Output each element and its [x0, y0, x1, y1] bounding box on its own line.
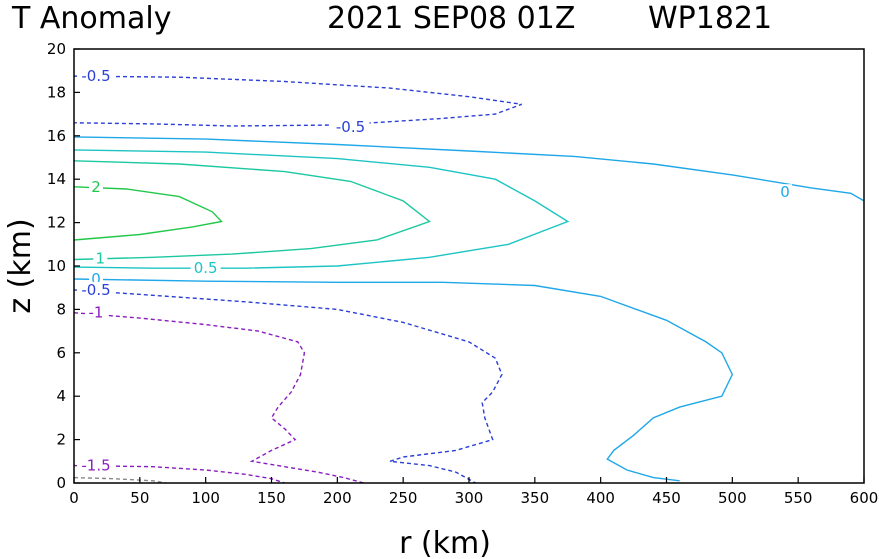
- x-axis-label: r (km): [399, 526, 491, 559]
- contour-label-bg: [93, 250, 108, 267]
- contour-label-bg: [77, 457, 115, 474]
- contour-label-bg: [77, 281, 115, 298]
- contour-line: [73, 464, 285, 484]
- contour-label: 2: [91, 178, 101, 196]
- contour-label-bg: [190, 260, 221, 277]
- contour-line: [73, 476, 167, 484]
- y-tick-label: 18: [47, 83, 66, 101]
- y-tick-label: 12: [47, 214, 66, 232]
- contour-label: -0.5: [81, 281, 110, 299]
- x-axis-ticks: 0 50 100 150 200 250 300 350 400 450 500 550 600: [69, 477, 878, 507]
- x-tick-label: 100: [191, 489, 220, 507]
- y-tick-label: 8: [56, 300, 66, 318]
- x-tick-label: 550: [784, 489, 813, 507]
- contour-line: [73, 312, 364, 484]
- x-tick-label: 600: [850, 489, 879, 507]
- contour-label: 0: [91, 270, 101, 288]
- contour-label-bg: [331, 119, 370, 136]
- contour-line: [73, 186, 223, 241]
- x-tick-label: 500: [718, 489, 747, 507]
- x-tick-label: 400: [586, 489, 615, 507]
- x-tick-label: 300: [455, 489, 484, 507]
- contour-line: [73, 160, 431, 261]
- contour-label: -0.5: [81, 67, 110, 85]
- y-tick-label: 16: [47, 127, 66, 145]
- contour-label-bg: [85, 304, 107, 321]
- contour-label: -1: [89, 304, 104, 322]
- x-tick-label: 250: [389, 489, 418, 507]
- y-tick-label: 0: [56, 474, 66, 492]
- contour-line: [73, 278, 734, 482]
- y-tick-label: 14: [47, 170, 66, 188]
- y-axis-ticks: 0 2 4 6 8 10 12 14 16 18 20: [47, 40, 80, 492]
- x-tick-label: 150: [257, 489, 286, 507]
- contour-line: [73, 289, 503, 484]
- contour-line: [73, 136, 865, 202]
- contour-label-bg: [77, 68, 115, 85]
- x-tick-label: 50: [130, 489, 149, 507]
- contour-label: 1: [96, 249, 106, 267]
- y-tick-label: 4: [56, 387, 66, 405]
- contour-label: -1.5: [81, 457, 110, 475]
- contour-label-bg: [778, 184, 792, 201]
- contour-label: -0.5: [336, 118, 365, 136]
- y-tick-label: 20: [47, 40, 66, 58]
- contour-line: [73, 75, 522, 127]
- x-tick-label: 200: [323, 489, 352, 507]
- y-tick-label: 6: [56, 344, 66, 362]
- chart-title-variable: T Anomaly: [11, 1, 171, 36]
- chart-title-datetime: 2021 SEP08 01Z: [327, 1, 575, 36]
- contour-line: [73, 149, 570, 269]
- x-tick-label: 450: [652, 489, 681, 507]
- y-tick-label: 2: [56, 431, 66, 449]
- contour-label: 0.5: [194, 259, 218, 277]
- x-tick-label: 350: [521, 489, 550, 507]
- y-axis-label: z (km): [3, 218, 38, 313]
- chart-title-storm-id: WP1821: [648, 1, 772, 36]
- contour-label-bg: [89, 178, 103, 195]
- contour-lines: [73, 75, 865, 484]
- y-tick-label: 10: [47, 257, 66, 275]
- x-tick-label: 0: [69, 489, 79, 507]
- contour-label: 0: [780, 183, 790, 201]
